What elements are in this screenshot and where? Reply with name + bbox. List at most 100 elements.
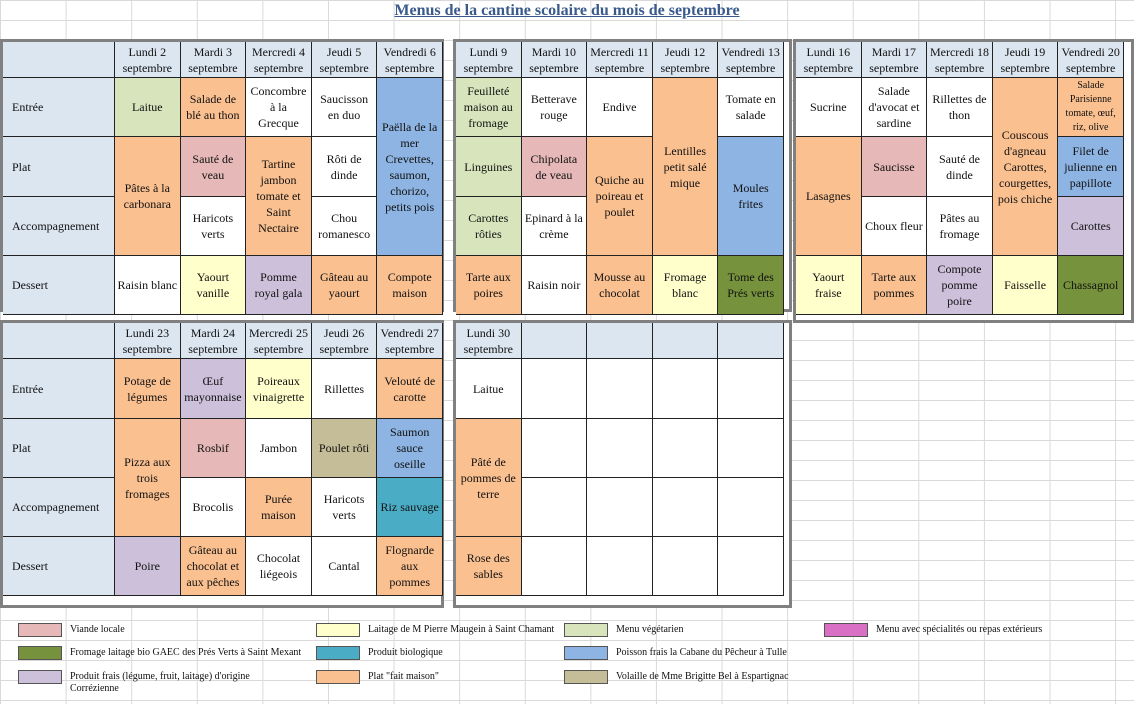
menu-cell: Purée maison: [246, 478, 312, 537]
legend-label: Volaille de Mme Brigitte Bel à Espartign…: [616, 671, 789, 682]
day-header: Jeudi 12 septembre: [652, 42, 719, 78]
day-header: Mercredi 11 septembre: [587, 42, 653, 78]
week-block: Lundi 16 septembre Mardi 17 septembre Merc…: [793, 39, 1134, 323]
menu-cell: Raisin blanc: [115, 256, 181, 315]
menu-cell: Laitue: [456, 359, 522, 419]
empty-cell: [587, 359, 653, 419]
menu-cell: Epinard à la crème: [521, 197, 588, 256]
menu-cell: Poire: [115, 537, 181, 596]
legend-label: Produit biologique: [368, 647, 443, 658]
menu-cell: Jambon: [246, 419, 312, 478]
menu-cell: Salade d'avocat et sardine: [861, 78, 928, 137]
menu-cell: Compote pomme poire: [927, 256, 993, 315]
menu-cell: Compote maison: [377, 256, 443, 315]
legend-swatch: [316, 623, 360, 637]
menu-cell: Raisin noir: [521, 256, 588, 315]
empty-cell: [652, 537, 719, 596]
legend-swatch: [18, 670, 62, 684]
row-label: Plat: [3, 137, 115, 197]
menu-cell: Feuilleté maison au fromage: [456, 78, 522, 137]
menu-cell: Flognarde aux pommes: [377, 537, 443, 596]
menu-cell: Filet de julienne en papillote: [1058, 137, 1124, 197]
menu-cell: Brocolis: [180, 478, 247, 537]
legend-label: Laitage de M Pierre Maugein à Saint Cham…: [368, 624, 555, 635]
menu-cell: Choux fleur: [861, 197, 928, 256]
menu-cell: Quiche au poireau et poulet: [587, 137, 653, 256]
row-label: Entrée: [3, 78, 115, 137]
menu-cell: Sucrine: [796, 78, 862, 137]
legend-label: Poisson frais la Cabane du Pêcheur à Tul…: [616, 647, 787, 658]
menu-cell: Tarte aux poires: [456, 256, 522, 315]
legend-swatch: [824, 623, 868, 637]
empty-cell: [521, 359, 588, 419]
empty-cell: [652, 478, 719, 537]
day-header: Lundi 23 septembre: [115, 323, 181, 359]
legend-swatch: [18, 646, 62, 660]
menu-cell: Fromage blanc: [652, 256, 719, 315]
menu-cell: Gâteau au yaourt: [311, 256, 378, 315]
day-header: Vendredi 13 septembre: [718, 42, 784, 78]
corner-cell: [3, 42, 115, 78]
legend-label: Produit frais (légume, fruit, laitage) d…: [70, 671, 250, 694]
day-header: Mercredi 25 septembre: [246, 323, 312, 359]
legend-swatch: [564, 623, 608, 637]
menu-cell: Rosbif: [180, 419, 247, 478]
row-label: Dessert: [3, 537, 115, 596]
menu-cell: Yaourt vanille: [180, 256, 247, 315]
day-header: [587, 323, 653, 359]
empty-cell: [587, 478, 653, 537]
week-block: Entrée Plat Accompagnement Dessert Lundi 2 s…: [0, 39, 444, 315]
legend-label: Fromage laitage bio GAEC des Prés Verts …: [70, 647, 302, 658]
day-header: Mercredi 4 septembre: [246, 42, 312, 78]
menu-cell: Tome des Prés verts: [718, 256, 784, 315]
row-label: Entrée: [3, 359, 115, 419]
menu-cell: Velouté de carotte: [377, 359, 443, 419]
day-header: [521, 323, 588, 359]
menu-cell: Rillettes de thon: [927, 78, 993, 137]
day-header: Mardi 17 septembre: [861, 42, 928, 78]
empty-cell: [521, 478, 588, 537]
menu-cell: Tarte aux pommes: [861, 256, 928, 315]
menu-cell: Haricots verts: [180, 197, 247, 256]
row-label: Plat: [3, 419, 115, 478]
menu-cell: Concombre à la Grecque: [246, 78, 312, 137]
menu-cell: Tartine jambon tomate et Saint Nectaire: [246, 137, 312, 256]
menu-cell: Laitue: [115, 78, 181, 137]
legend-swatch: [316, 646, 360, 660]
row-label: Accompagnement: [3, 478, 115, 537]
legend-label: Menu végétarien: [616, 624, 684, 635]
menu-cell: Pâtes au fromage: [927, 197, 993, 256]
day-header: Lundi 9 septembre: [456, 42, 522, 78]
legend-swatch: [18, 623, 62, 637]
menu-cell: Chocolat liégeois: [246, 537, 312, 596]
day-header: Mardi 24 septembre: [180, 323, 247, 359]
legend-label: Plat "fait maison": [368, 671, 439, 682]
day-header: Jeudi 5 septembre: [311, 42, 378, 78]
menu-cell: Rôti de dinde: [311, 137, 378, 197]
day-header: [652, 323, 719, 359]
menu-cell: Rose des sables: [456, 537, 522, 596]
menu-cell: Chassagnol: [1058, 256, 1124, 315]
day-header: Jeudi 19 septembre: [992, 42, 1059, 78]
legend-swatch: [564, 646, 608, 660]
menu-cell: Riz sauvage: [377, 478, 443, 537]
menu-cell: Faisselle: [992, 256, 1059, 315]
legend-swatch: [316, 670, 360, 684]
menu-cell: Sauté de veau: [180, 137, 247, 197]
menu-cell: Carottes: [1058, 197, 1124, 256]
empty-cell: [521, 537, 588, 596]
day-header: Mardi 3 septembre: [180, 42, 247, 78]
menu-cell: Sauté de dinde: [927, 137, 993, 197]
menu-cell: Poireaux vinaigrette: [246, 359, 312, 419]
empty-cell: [652, 359, 719, 419]
empty-cell: [587, 419, 653, 478]
empty-cell: [521, 419, 588, 478]
menu-cell: Saumon sauce oseille: [377, 419, 443, 478]
empty-cell: [718, 537, 784, 596]
menu-cell: Saucisson en duo: [311, 78, 378, 137]
menu-cell: Pâté de pommes de terre: [456, 419, 522, 537]
day-header: Vendredi 27 septembre: [377, 323, 443, 359]
week-block: Lundi 9 septembre Mardi 10 septembre Mercr…: [453, 39, 792, 315]
day-header: Jeudi 26 septembre: [311, 323, 378, 359]
week-block: Entrée Plat Accompagnement Dessert Lundi 23 …: [0, 320, 444, 608]
